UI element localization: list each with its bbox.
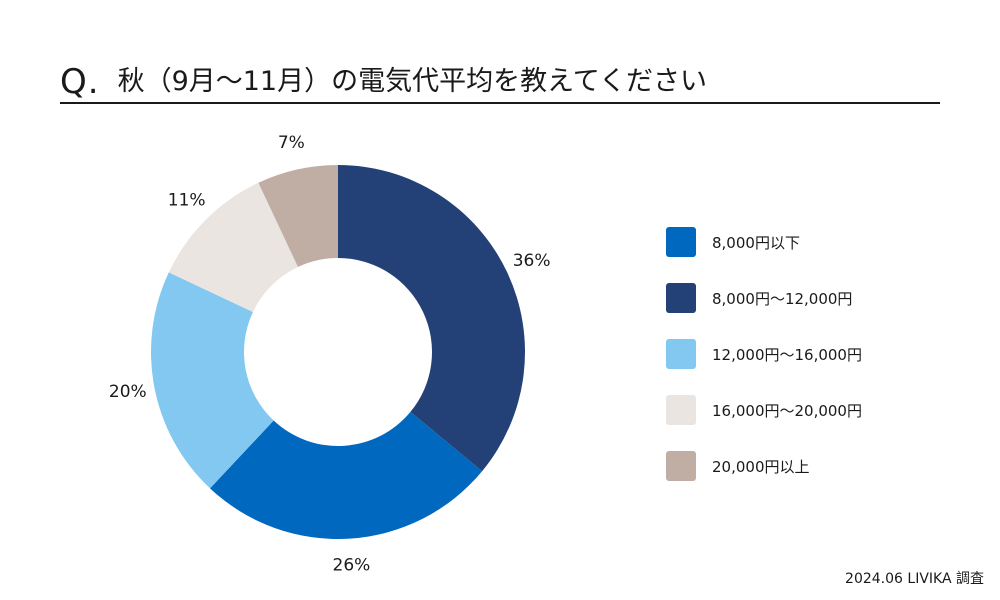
donut-slices [151,165,525,539]
donut-slice [168,182,298,312]
legend-label: 8,000円以下 [712,233,800,252]
question-text: 秋（9月〜11月）の電気代平均を教えてください [117,66,707,97]
legend-item: 20,000円以上 [666,450,966,482]
legend-swatch [666,451,696,481]
source-note: 2024.06 LIVIKA 調査 [845,571,984,587]
slice-percent-label: 11% [168,191,206,211]
donut-slice [258,165,338,267]
legend-label: 16,000円〜20,000円 [712,401,862,420]
slice-labels: 36% 26% 20% 11% 7% [109,133,551,575]
legend-swatch [666,283,696,313]
slice-percent-label: 20% [109,382,147,402]
legend-item: 8,000円以下 [666,226,966,258]
legend-label: 12,000円〜16,000円 [712,345,862,364]
legend-swatch [666,227,696,257]
chart-legend: 8,000円以下 8,000円〜12,000円 12,000円〜16,000円 16,… [666,226,966,506]
slice-percent-label: 26% [333,556,371,576]
legend-item: 8,000円〜12,000円 [666,282,966,314]
donut-slice [209,411,483,539]
donut-slice [151,272,274,489]
legend-label: 8,000円〜12,000円 [712,289,853,308]
legend-label: 20,000円以上 [712,457,810,476]
slice-percent-label: 7% [278,133,305,153]
donut-slice [338,165,525,472]
header-divider [60,102,940,104]
legend-swatch [666,395,696,425]
legend-item: 16,000円〜20,000円 [666,394,966,426]
legend-swatch [666,339,696,369]
slice-percent-label: 36% [513,251,551,271]
question-header: Q. 秋（9月〜11月）の電気代平均を教えてください [60,44,940,104]
legend-item: 12,000円〜16,000円 [666,338,966,370]
question-mark-label: Q. [60,62,100,102]
